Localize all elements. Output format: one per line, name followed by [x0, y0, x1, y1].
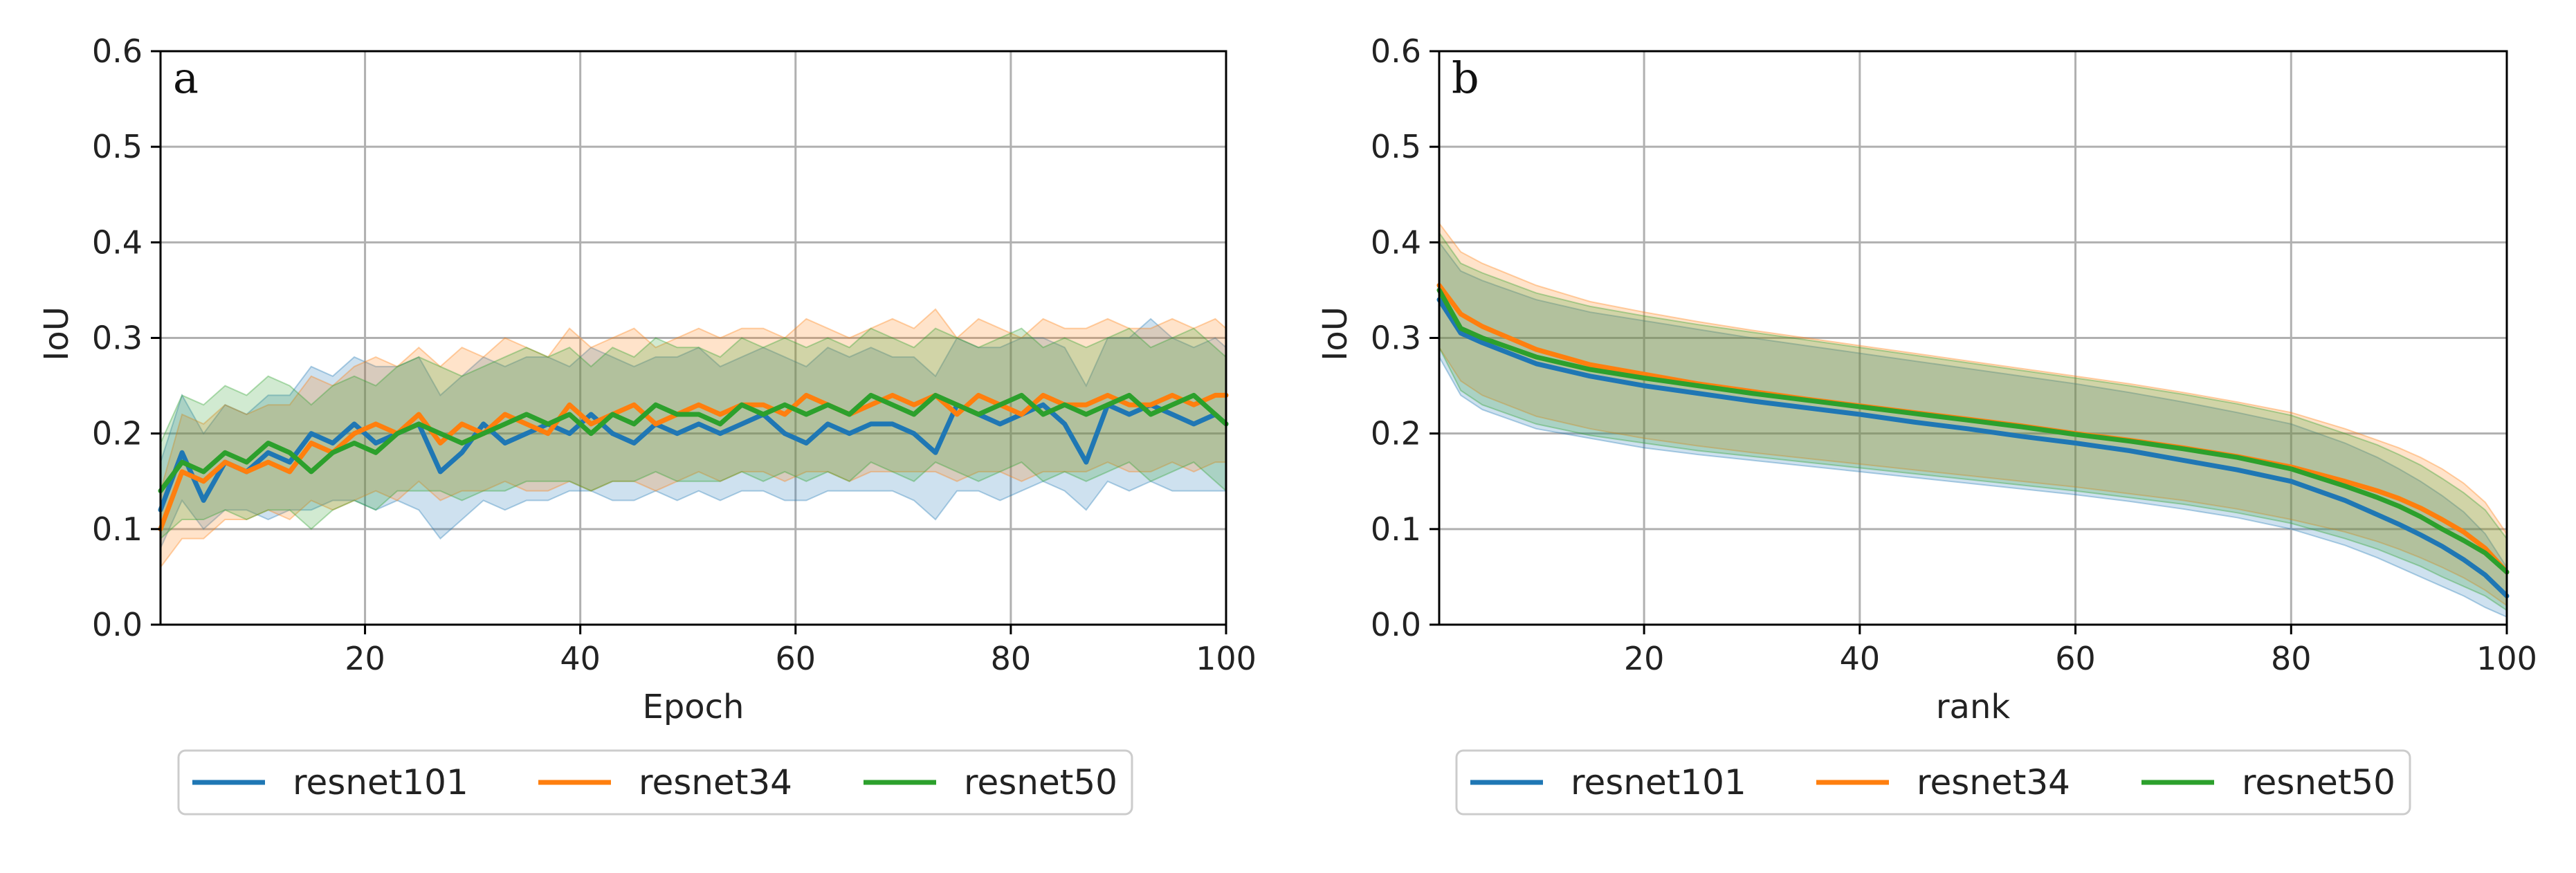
confidence-bands — [160, 308, 1227, 570]
series-lines — [158, 392, 1229, 532]
legend-label-resnet50: resnet50 — [964, 762, 1117, 802]
line-resnet50 — [1436, 287, 2510, 575]
x-tick-label: 100 — [1196, 640, 1257, 677]
legend: resnet101 resnet34 resnet50 — [1455, 749, 2411, 816]
legend-label-resnet34: resnet34 — [1917, 762, 2070, 802]
legend: resnet101 resnet34 resnet50 — [177, 749, 1133, 816]
y-tick-label: 0.1 — [1371, 511, 1421, 548]
chart-panel-b: 0.0 0.1 0.2 0.3 0.4 0.5 0.6 20 40 60 80 100 b rank… — [1316, 33, 2537, 816]
y-tick-label: 0.2 — [92, 415, 143, 452]
y-axis-ticks: 0.0 0.1 0.2 0.3 0.4 0.5 0.6 — [1371, 33, 1439, 643]
x-tick-label: 100 — [2476, 640, 2537, 677]
y-tick-label: 0.3 — [1371, 320, 1421, 357]
x-axis-ticks: 20 40 60 80 100 — [1624, 625, 2537, 677]
legend-label-resnet101: resnet101 — [1571, 762, 1746, 802]
y-tick-label: 0.1 — [92, 511, 143, 548]
y-tick-label: 0.6 — [1371, 33, 1421, 70]
x-axis-label: rank — [1936, 688, 2011, 726]
y-tick-label: 0.5 — [92, 128, 143, 165]
y-tick-label: 0.3 — [92, 320, 143, 357]
x-tick-label: 40 — [560, 640, 601, 677]
panel-label: a — [173, 53, 199, 103]
panel-label: b — [1452, 53, 1479, 103]
series-lines — [1436, 283, 2510, 598]
y-tick-label: 0.0 — [1371, 606, 1421, 643]
x-tick-label: 20 — [345, 640, 385, 677]
line-resnet34 — [158, 392, 1229, 532]
y-tick-label: 0.0 — [92, 606, 143, 643]
x-axis-label: Epoch — [643, 688, 745, 726]
x-tick-label: 60 — [2055, 640, 2096, 677]
legend-label-resnet50: resnet50 — [2242, 762, 2395, 802]
legend-label-resnet34: resnet34 — [639, 762, 792, 802]
band-resnet50 — [160, 327, 1227, 540]
legend-label-resnet101: resnet101 — [293, 762, 468, 802]
y-tick-label: 0.4 — [92, 223, 143, 261]
y-tick-label: 0.2 — [1371, 415, 1421, 452]
y-axis-label: IoU — [1316, 306, 1355, 361]
x-tick-label: 60 — [776, 640, 816, 677]
x-tick-label: 20 — [1624, 640, 1665, 677]
legend-box — [1455, 749, 2411, 816]
chart-panel-a: 0.0 0.1 0.2 0.3 0.4 0.5 0.6 20 40 60 80 100 a Epoc… — [37, 33, 1257, 816]
legend-box — [177, 749, 1133, 816]
line-resnet101 — [1436, 297, 2510, 598]
y-tick-label: 0.4 — [1371, 223, 1421, 261]
y-axis-label: IoU — [37, 306, 76, 361]
line-resnet101 — [158, 402, 1229, 513]
x-tick-label: 40 — [1840, 640, 1881, 677]
x-axis-ticks: 20 40 60 80 100 — [345, 625, 1257, 677]
y-tick-label: 0.5 — [1371, 128, 1421, 165]
x-tick-label: 80 — [2271, 640, 2312, 677]
y-axis-ticks: 0.0 0.1 0.2 0.3 0.4 0.5 0.6 — [92, 33, 161, 643]
x-tick-label: 80 — [991, 640, 1032, 677]
line-resnet50 — [158, 392, 1229, 494]
y-tick-label: 0.6 — [92, 33, 143, 70]
